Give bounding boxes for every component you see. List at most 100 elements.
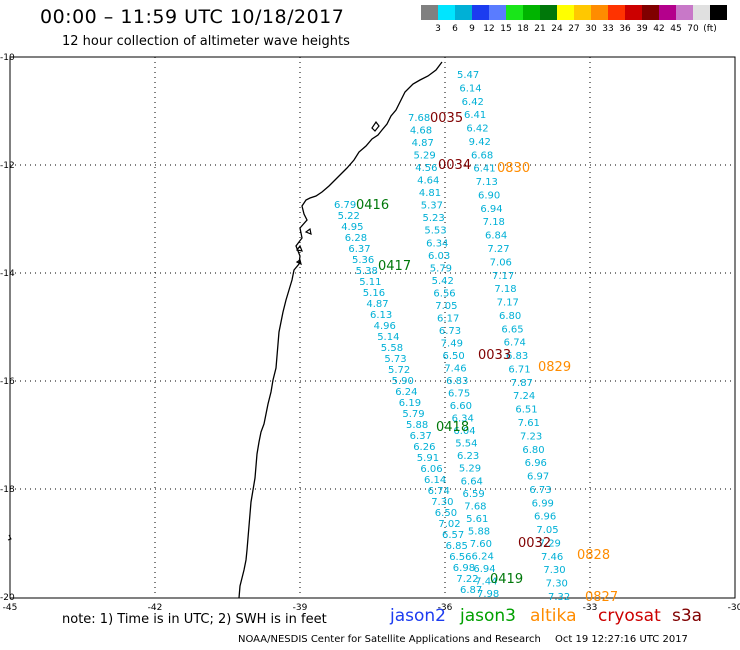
color-scale-label: 70 [687, 24, 699, 34]
longitude-label: -36 [438, 603, 453, 613]
wave-height-value: 5.16 [363, 288, 385, 299]
wave-height-value: 6.04 [453, 426, 475, 437]
color-scale-label: 21 [534, 24, 546, 34]
wave-height-value: 6.56 [449, 552, 471, 563]
wave-height-value: 6.59 [462, 489, 484, 500]
pass-time-label: 0419 [490, 572, 523, 587]
wave-height-value: 6.83 [446, 376, 468, 387]
wave-height-value: 6.79 [334, 200, 356, 211]
wave-height-value: 5.36 [352, 255, 374, 266]
wave-height-value: 7.30 [543, 565, 565, 576]
wave-height-value: 6.56 [433, 288, 455, 299]
longitude-label: -39 [293, 603, 308, 613]
pass-time-label: 0034 [438, 158, 471, 173]
wave-height-value: 7.46 [541, 552, 563, 563]
wave-height-value: 5.88 [468, 526, 490, 537]
wave-height-value: 5.22 [338, 211, 360, 222]
wave-height-value: 7.44 [475, 576, 497, 587]
wave-height-value: 7.17 [497, 298, 519, 309]
wave-height-value: 6.51 [515, 405, 537, 416]
wave-height-value: 7.68 [408, 113, 430, 124]
color-scale-label: 9 [469, 24, 475, 34]
color-swatch [438, 5, 455, 20]
coastline-islands [295, 120, 380, 266]
wave-height-value: 6.80 [522, 445, 544, 456]
wave-height-value: 5.91 [417, 453, 439, 464]
wave-height-value: 5.14 [377, 332, 399, 343]
wave-height-value: 7.02 [438, 519, 460, 530]
color-scale-label: 39 [636, 24, 648, 34]
color-scale-label: 12 [483, 24, 495, 34]
wave-height-value: 5.29 [459, 464, 481, 475]
longitude-label: -42 [148, 603, 163, 613]
wave-height-value: 7.24 [513, 391, 535, 402]
legend-jason2: jason2 [390, 606, 446, 626]
wave-height-value: 6.26 [413, 442, 435, 453]
color-scale-label: 42 [653, 24, 665, 34]
wave-height-value: 6.94 [480, 204, 502, 215]
wave-height-value: 6.94 [473, 564, 495, 575]
wave-height-value: 6.06 [420, 464, 442, 475]
latitude-label: -18 [0, 485, 15, 495]
wave-height-value: 5.47 [457, 70, 479, 81]
wave-height-value: 7.98 [477, 589, 499, 600]
wave-height-value: 6.13 [370, 310, 392, 321]
legend-cryosat: cryosat [598, 606, 661, 626]
color-swatch [591, 5, 608, 20]
wave-height-value: 4.64 [417, 176, 439, 187]
latitude-label: -12 [0, 161, 15, 171]
wave-height-value: 7.22 [456, 574, 478, 585]
wave-height-value: 4.68 [410, 126, 432, 137]
color-swatch [523, 5, 540, 20]
wave-height-value: 5.79 [402, 409, 424, 420]
wave-height-value: 5.61 [466, 514, 488, 525]
color-scale-label: 36 [619, 24, 631, 34]
wave-height-value: 6.98 [453, 563, 475, 574]
wave-height-value: 6.65 [501, 324, 523, 335]
color-scale-label: 3 [435, 24, 441, 34]
wave-height-value: 6.34 [426, 238, 448, 249]
wave-height-value: 5.79 [430, 263, 452, 274]
wave-height-value: 6.75 [448, 389, 470, 400]
wave-height-value: 6.19 [399, 398, 421, 409]
graticule: -10 -12 -14 -16 -18 -20-45 -42 -39 -36 -33 -30 [0, 53, 740, 613]
wave-height-value: 6.37 [410, 431, 432, 442]
wave-height-value: 6.74 [428, 486, 450, 497]
pass-time-label: 0829 [538, 360, 571, 375]
wave-height-value: 5.90 [392, 376, 414, 387]
wave-height-value: 7.87 [511, 378, 533, 389]
wave-height-value: 6.50 [435, 508, 457, 519]
longitude-label: -33 [583, 603, 598, 613]
pass-time-label: 0827 [585, 590, 618, 605]
map-subtitle: 12 hour collection of altimeter wave hei… [62, 34, 350, 49]
wave-height-value: 5.53 [424, 226, 446, 237]
color-swatch [472, 5, 489, 20]
color-swatch [540, 5, 557, 20]
wave-height-value: 6.73 [439, 326, 461, 337]
map-title: 00:00 – 11:59 UTC 10/18/2017 [40, 6, 345, 28]
color-scale-label: (ft) [703, 24, 717, 34]
latitude-label: -10 [0, 53, 15, 63]
color-swatch [625, 5, 642, 20]
wave-height-value: 7.18 [483, 217, 505, 228]
wave-height-value: 4.56 [415, 163, 437, 174]
wave-height-value: 6.85 [446, 541, 468, 552]
color-swatch [455, 5, 472, 20]
wave-height-value: 6.23 [457, 451, 479, 462]
wave-height-value: 6.28 [345, 233, 367, 244]
wave-height-value: 6.74 [504, 338, 526, 349]
color-scale-label: 45 [670, 24, 682, 34]
color-swatch [659, 5, 676, 20]
legend-altika: altika [530, 606, 577, 626]
wave-height-value: 7.30 [546, 579, 568, 590]
wave-height-value: 6.41 [464, 110, 486, 121]
latitude-label: -14 [0, 269, 15, 279]
source-credit: NOAA/NESDIS Center for Satellite Applica… [238, 634, 541, 645]
wave-height-value: 7.27 [487, 244, 509, 255]
wave-height-value: 5.54 [455, 439, 477, 450]
wave-height-value: 6.42 [462, 97, 484, 108]
wave-height-value: 5.11 [359, 277, 381, 288]
wave-height-value: 5.37 [421, 201, 443, 212]
color-scale-label: 30 [585, 24, 597, 34]
wave-height-value: 6.96 [534, 512, 556, 523]
